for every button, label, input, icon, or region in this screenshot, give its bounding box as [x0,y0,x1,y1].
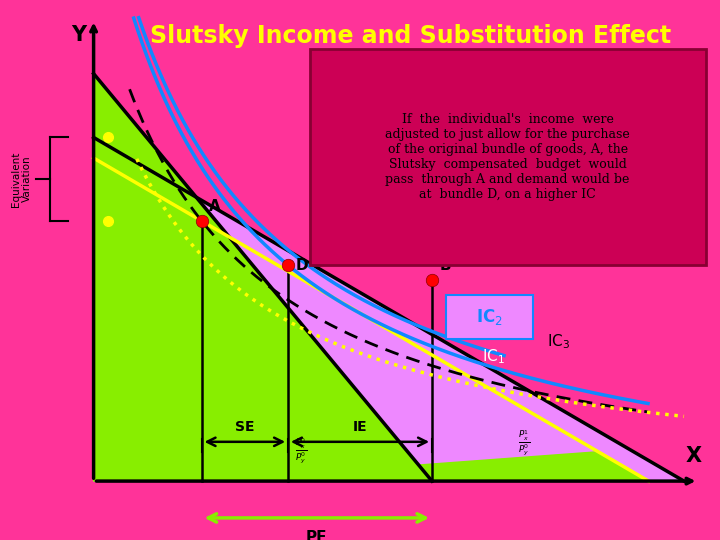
FancyBboxPatch shape [310,49,706,265]
Text: Slutsky Income and Substitution Effect: Slutsky Income and Substitution Effect [150,24,671,48]
Polygon shape [94,138,684,481]
Text: $\frac{P^1_x}{P^0_y}$: $\frac{P^1_x}{P^0_y}$ [518,429,531,458]
Text: $\frac{P^0_x}{P^0_y}$: $\frac{P^0_x}{P^0_y}$ [295,437,307,465]
Text: X: X [686,447,702,467]
Text: IC$_1$: IC$_1$ [482,347,505,366]
Text: B: B [439,258,451,273]
Text: If  the  individual's  income  were
adjusted to just allow for the purchase
of t: If the individual's income were adjusted… [385,113,630,200]
Text: Y: Y [71,24,86,44]
Text: SE: SE [235,421,255,435]
Text: PE: PE [306,530,328,540]
Text: IC$_3$: IC$_3$ [547,332,570,351]
FancyBboxPatch shape [446,294,533,339]
Polygon shape [202,452,649,481]
Polygon shape [94,73,432,481]
Text: IE: IE [353,421,367,435]
Text: IC$_2$: IC$_2$ [476,307,503,327]
Text: D: D [295,258,308,273]
Text: Equivalent
Variation: Equivalent Variation [11,152,32,207]
Text: A: A [209,199,220,214]
